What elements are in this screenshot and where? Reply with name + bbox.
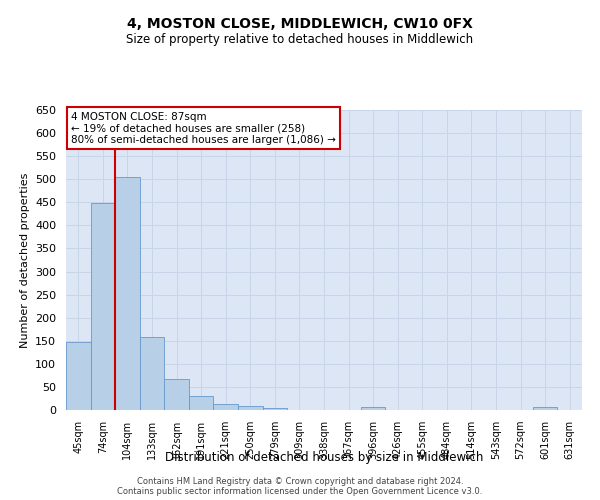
Bar: [91, 203, 115, 410]
Text: Contains HM Land Registry data © Crown copyright and database right 2024.: Contains HM Land Registry data © Crown c…: [137, 477, 463, 486]
Bar: [66, 342, 91, 410]
Bar: [361, 407, 385, 410]
Bar: [533, 407, 557, 410]
Bar: [189, 396, 214, 410]
Text: Size of property relative to detached houses in Middlewich: Size of property relative to detached ho…: [127, 32, 473, 46]
Text: 4 MOSTON CLOSE: 87sqm
← 19% of detached houses are smaller (258)
80% of semi-det: 4 MOSTON CLOSE: 87sqm ← 19% of detached …: [71, 112, 336, 144]
Bar: [263, 408, 287, 410]
Y-axis label: Number of detached properties: Number of detached properties: [20, 172, 29, 348]
Bar: [115, 177, 140, 410]
Text: 4, MOSTON CLOSE, MIDDLEWICH, CW10 0FX: 4, MOSTON CLOSE, MIDDLEWICH, CW10 0FX: [127, 18, 473, 32]
Text: Distribution of detached houses by size in Middlewich: Distribution of detached houses by size …: [165, 451, 483, 464]
Text: Contains public sector information licensed under the Open Government Licence v3: Contains public sector information licen…: [118, 487, 482, 496]
Bar: [140, 337, 164, 410]
Bar: [238, 406, 263, 410]
Bar: [164, 379, 189, 410]
Bar: [214, 404, 238, 410]
